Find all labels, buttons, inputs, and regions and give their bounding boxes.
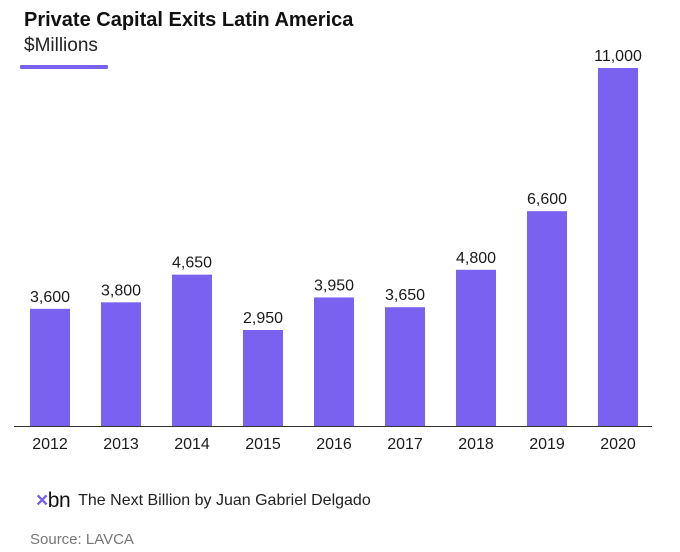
xbn-logo: ×bn (36, 489, 71, 513)
bar-2020 (598, 68, 638, 426)
x-tick-label-2015: 2015 (245, 436, 281, 453)
bar-value-label-2015: 2,950 (243, 310, 283, 327)
x-tick-label-2019: 2019 (529, 436, 565, 453)
brand-footer: ×bn The Next Billion by Juan Gabriel Del… (36, 489, 371, 513)
chart-subtitle: $Millions (24, 35, 98, 56)
logo-text: bn (47, 489, 71, 512)
bar-value-label-2012: 3,600 (30, 289, 70, 306)
x-tick-label-2014: 2014 (174, 436, 210, 453)
bar-2016 (314, 297, 354, 426)
bar-value-label-2014: 4,650 (172, 255, 212, 272)
bar-value-label-2019: 6,600 (527, 191, 567, 208)
x-tick-label-2017: 2017 (387, 436, 423, 453)
bar-value-label-2018: 4,800 (456, 250, 496, 267)
x-mark-icon: × (36, 489, 48, 512)
x-tick-label-2012: 2012 (32, 436, 68, 453)
bar-value-label-2013: 3,800 (101, 282, 141, 299)
bar-value-label-2017: 3,650 (385, 287, 425, 304)
bar-2017 (385, 307, 425, 426)
x-tick-label-2018: 2018 (458, 436, 494, 453)
source-note: Source: LAVCA (30, 531, 134, 548)
bar-chart: 3,600 3,800 4,650 2,950 3,950 3,650 4,800 6,600… (14, 48, 652, 453)
x-tick-label-2020: 2020 (600, 436, 636, 453)
bar-value-label-2020: 11,000 (594, 48, 642, 65)
bar-2019 (527, 211, 567, 426)
bar-value-label-2016: 3,950 (314, 277, 354, 294)
chart-title: Private Capital Exits Latin America (24, 9, 354, 31)
bar-2018 (456, 269, 496, 426)
x-tick-label-2013: 2013 (103, 436, 139, 453)
x-tick-labels-group: 2012 2013 2014 2015 2016 2017 2018 2019 2020 (32, 436, 636, 453)
x-tick-label-2016: 2016 (316, 436, 352, 453)
bar-labels-group: 3,600 3,800 4,650 2,950 3,950 3,650 4,800 6,600… (30, 48, 642, 327)
brand-credit: The Next Billion by Juan Gabriel Delgado (78, 492, 371, 509)
bar-2013 (101, 302, 141, 426)
bar-2015 (243, 329, 283, 426)
title-accent-rule (20, 65, 108, 69)
bar-2012 (30, 308, 70, 426)
bars-group (30, 68, 638, 426)
bar-2014 (172, 274, 212, 426)
